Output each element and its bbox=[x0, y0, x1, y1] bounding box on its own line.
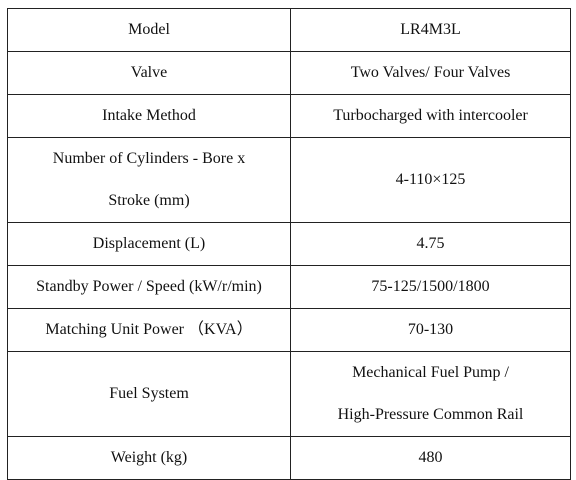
row-label: Displacement (L) bbox=[7, 222, 291, 266]
table-row: Intake Method Turbocharged with intercoo… bbox=[7, 94, 571, 138]
row-label: Model bbox=[7, 8, 291, 52]
row-label-line: Number of Cylinders - Bore x bbox=[52, 150, 246, 167]
row-value-line: Mechanical Fuel Pump / bbox=[352, 364, 509, 381]
row-label: Fuel System bbox=[7, 351, 291, 437]
table-row: Valve Two Valves/ Four Valves bbox=[7, 51, 571, 95]
row-label: Standby Power / Speed (kW/r/min) bbox=[7, 265, 291, 309]
row-label: Weight (kg) bbox=[7, 436, 291, 480]
row-value: 75-125/1500/1800 bbox=[290, 265, 571, 309]
table-row: Displacement (L) 4.75 bbox=[7, 222, 571, 266]
row-label-line: Stroke (mm) bbox=[108, 192, 190, 209]
row-label: Matching Unit Power （KVA） bbox=[7, 308, 291, 352]
table-row: Weight (kg) 480 bbox=[7, 436, 571, 480]
table-row: Standby Power / Speed (kW/r/min) 75-125/… bbox=[7, 265, 571, 309]
spec-table: Model LR4M3L Valve Two Valves/ Four Valv… bbox=[7, 8, 571, 480]
row-value-line: High-Pressure Common Rail bbox=[337, 406, 524, 423]
table-row: Matching Unit Power （KVA） 70-130 bbox=[7, 308, 571, 352]
row-label: Intake Method bbox=[7, 94, 291, 138]
row-label: Number of Cylinders - Bore x Stroke (mm) bbox=[7, 137, 291, 223]
table-row: Model LR4M3L bbox=[7, 8, 571, 52]
row-value: 70-130 bbox=[290, 308, 571, 352]
row-label: Valve bbox=[7, 51, 291, 95]
row-value: LR4M3L bbox=[290, 8, 571, 52]
row-value: Mechanical Fuel Pump / High-Pressure Com… bbox=[290, 351, 571, 437]
row-value: 4-110×125 bbox=[290, 137, 571, 223]
row-value: 4.75 bbox=[290, 222, 571, 266]
row-value: 480 bbox=[290, 436, 571, 480]
table-row: Fuel System Mechanical Fuel Pump / High-… bbox=[7, 351, 571, 437]
row-value: Two Valves/ Four Valves bbox=[290, 51, 571, 95]
row-value: Turbocharged with intercooler bbox=[290, 94, 571, 138]
table-row: Number of Cylinders - Bore x Stroke (mm)… bbox=[7, 137, 571, 223]
